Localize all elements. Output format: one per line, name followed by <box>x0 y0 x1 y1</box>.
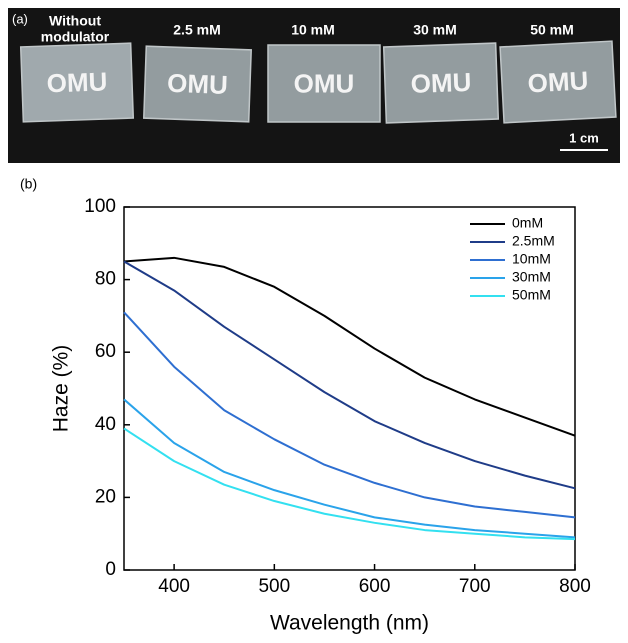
sample-label: 10 mM <box>291 22 335 38</box>
x-tick-label: 700 <box>459 576 491 597</box>
plate-text: OMU <box>527 65 589 98</box>
plate <box>499 40 617 124</box>
sample-label: 30 mM <box>413 22 457 38</box>
plot-frame <box>123 206 576 571</box>
y-axis-label: Haze (%) <box>50 345 73 433</box>
y-tick-label: 60 <box>95 341 116 362</box>
plate <box>19 42 135 123</box>
x-tick-label: 500 <box>258 576 290 597</box>
x-tick-label: 800 <box>559 576 591 597</box>
legend-label: 2.5mM <box>512 233 555 249</box>
series-line <box>123 398 576 539</box>
x-tick-label: 600 <box>359 576 391 597</box>
legend-label: 50mM <box>512 287 551 303</box>
panel-label: (a) <box>12 11 28 26</box>
plate <box>382 42 500 124</box>
sample-label: 2.5 mM <box>173 22 220 38</box>
panel-label: (b) <box>20 176 37 192</box>
plate <box>142 45 253 123</box>
scale-bar-label: 1 cm <box>569 130 599 145</box>
y-tick-label: 40 <box>95 414 116 435</box>
series-line <box>123 311 576 519</box>
plate-text: OMU <box>410 67 472 99</box>
y-tick-label: 80 <box>95 269 116 290</box>
series-line <box>123 427 576 541</box>
y-tick-label: 20 <box>95 486 116 507</box>
y-tick-label: 100 <box>84 196 116 217</box>
legend-label: 10mM <box>512 251 551 267</box>
plate-text: OMU <box>46 66 108 98</box>
series-line <box>123 260 576 490</box>
legend-label: 0mM <box>512 215 543 231</box>
series-line <box>123 256 576 437</box>
legend-label: 30mM <box>512 269 551 285</box>
plate <box>267 44 381 123</box>
sample-label: modulator <box>41 29 110 45</box>
sample-label: Without <box>49 13 101 29</box>
x-tick-label: 400 <box>158 576 190 597</box>
plate-text: OMU <box>167 68 229 100</box>
sample-label: 50 mM <box>530 22 574 38</box>
x-axis-label: Wavelength (nm) <box>270 612 429 635</box>
y-tick-label: 0 <box>105 559 116 580</box>
plate-text: OMU <box>294 68 355 98</box>
